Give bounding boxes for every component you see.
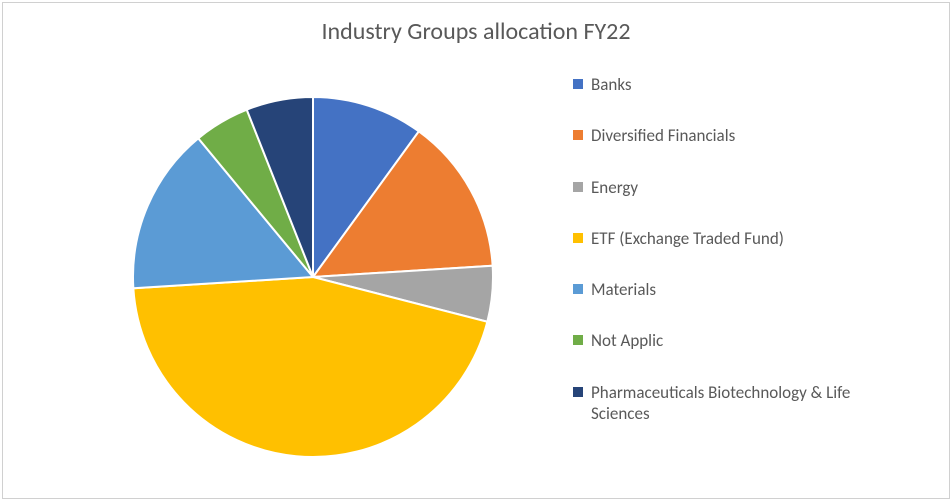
legend-marker	[573, 387, 583, 397]
legend-label: Materials	[591, 279, 656, 300]
chart-title: Industry Groups allocation FY22	[3, 3, 949, 54]
legend-item: Materials	[573, 279, 929, 300]
legend-marker	[573, 182, 583, 192]
legend-label: ETF (Exchange Traded Fund)	[591, 228, 784, 249]
legend-item: Energy	[573, 177, 929, 198]
legend-label: Energy	[591, 177, 638, 198]
legend-label: Pharmaceuticals Biotechnology & Life Sci…	[591, 382, 891, 425]
pie-chart	[3, 57, 563, 487]
legend: Banks Diversified Financials Energy ETF (Ex…	[563, 54, 949, 424]
chart-body: Banks Diversified Financials Energy ETF (Ex…	[3, 54, 949, 489]
legend-marker	[573, 130, 583, 140]
pie-area	[3, 54, 563, 489]
legend-marker	[573, 233, 583, 243]
legend-marker	[573, 335, 583, 345]
chart-container: Industry Groups allocation FY22 Banks Div…	[2, 2, 950, 499]
legend-item: Pharmaceuticals Biotechnology & Life Sci…	[573, 382, 929, 425]
legend-item: Diversified Financials	[573, 125, 929, 146]
legend-item: ETF (Exchange Traded Fund)	[573, 228, 929, 249]
legend-item: Not Applic	[573, 330, 929, 351]
legend-label: Banks	[591, 74, 632, 95]
legend-marker	[573, 79, 583, 89]
legend-item: Banks	[573, 74, 929, 95]
legend-label: Diversified Financials	[591, 125, 735, 146]
legend-label: Not Applic	[591, 330, 663, 351]
legend-marker	[573, 284, 583, 294]
